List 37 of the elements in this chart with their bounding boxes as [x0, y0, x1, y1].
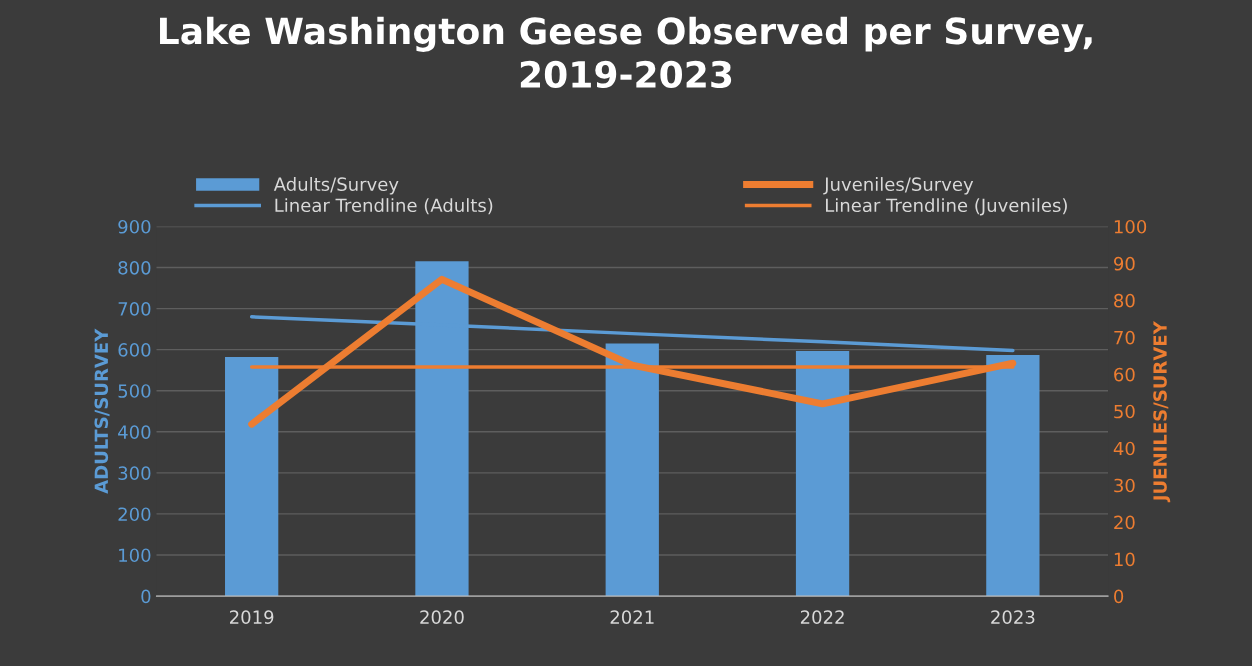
y-tick-label: 200: [118, 507, 151, 522]
y-tick-label: 300: [118, 466, 151, 480]
y2-axis-title: JUENILES/SURVEY: [1153, 321, 1171, 503]
y-tick-label: 500: [118, 384, 151, 398]
y2-tick-label: 30: [1114, 478, 1135, 493]
y-tick-label: 400: [118, 425, 151, 439]
y2-tick-label: 10: [1114, 552, 1135, 567]
legend-label: Linear Trendline (Juveniles): [826, 198, 1067, 216]
y2-tick-label: 60: [1114, 367, 1135, 382]
y2-tick-label: 40: [1113, 441, 1135, 456]
y-tick-label: 600: [118, 343, 151, 357]
y2-tick-label: 90: [1114, 256, 1135, 271]
legend-label: Linear Trendline (Adults): [275, 198, 493, 215]
bar: [795, 350, 850, 597]
bar: [225, 357, 279, 597]
x-tick-label: 2021: [610, 610, 654, 624]
x-tick-label: 2022: [800, 610, 844, 624]
y2-tick-label: 20: [1114, 515, 1135, 530]
chart-title: Lake Washington Geese Observed per Survey, 2019-2023: [160, 16, 1092, 89]
y-tick-label: 0: [141, 589, 151, 604]
y2-tick-label: 0: [1114, 589, 1124, 604]
legend-label: Adults/Survey: [273, 177, 399, 195]
y2-tick-label: 80: [1114, 293, 1135, 308]
y-tick-label: 800: [118, 260, 151, 275]
x-tick-label: 2019: [230, 610, 274, 624]
bar: [986, 354, 1040, 597]
y-tick-label: 900: [118, 219, 151, 234]
y2-tick-label: 100: [1114, 219, 1147, 234]
y2-tick-label: 70: [1114, 330, 1135, 345]
x-tick-label: 2023: [991, 610, 1035, 624]
y-tick-label: 100: [119, 548, 151, 563]
y2-tick-label: 50: [1114, 404, 1135, 419]
legend-label: Juveniles/Survey: [823, 177, 974, 195]
bar: [605, 343, 659, 597]
y-tick-label: 700: [118, 302, 151, 316]
y-axis-title: ADULTS/SURVEY: [94, 328, 110, 494]
x-tick-label: 2020: [420, 610, 464, 624]
